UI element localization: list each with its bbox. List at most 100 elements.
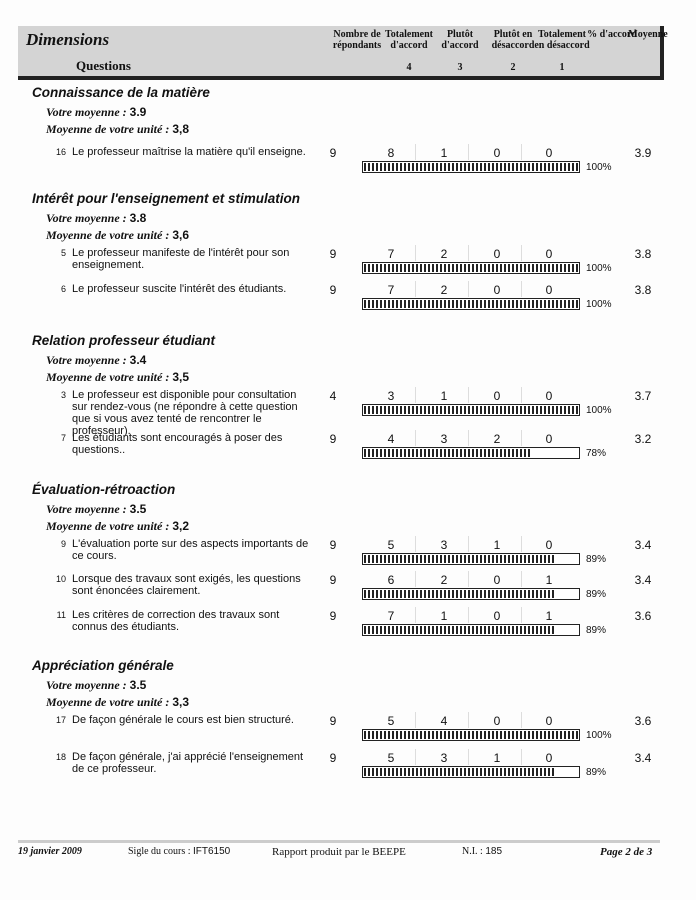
agreement-percent: 100% (586, 263, 612, 274)
agreement-percent: 89% (586, 625, 607, 636)
agreement-bar-fill (364, 626, 555, 634)
moyenne-unite-label: Moyenne de votre unité : (46, 370, 170, 384)
column-divider (415, 387, 416, 403)
question-text: De façon générale le cours est bien stru… (72, 714, 294, 726)
count-c2: 0 (493, 714, 501, 728)
column-header: Totalement d'accord (385, 29, 433, 51)
count-resp: 9 (329, 146, 337, 160)
votre-moyenne-label: Votre moyenne : (46, 105, 127, 119)
moyenne-unite-label: Moyenne de votre unité : (46, 228, 170, 242)
agreement-bar (362, 298, 580, 310)
votre-moyenne: Votre moyenne : 3.5 (46, 502, 146, 517)
agreement-bar (362, 404, 580, 416)
footer-date: 19 janvier 2009 (18, 846, 82, 857)
moyenne-unite-label: Moyenne de votre unité : (46, 519, 170, 533)
agreement-percent: 100% (586, 405, 612, 416)
count-c1: 0 (545, 247, 553, 261)
question-text: De façon générale, j'ai apprécié l'ensei… (72, 751, 304, 775)
column-header: Totalement en désaccord (534, 29, 590, 51)
count-c1: 0 (545, 751, 553, 765)
count-resp: 9 (329, 751, 337, 765)
count-mean: 3.4 (634, 573, 652, 587)
count-mean: 3.7 (634, 389, 652, 403)
column-header: Plutôt en désaccord (491, 29, 535, 51)
moyenne-unite: Moyenne de votre unité : 3,3 (46, 695, 189, 710)
moyenne-unite-value: 3,3 (172, 695, 190, 709)
question-text: Le professeur manifeste de l'intérêt pou… (72, 247, 290, 271)
moyenne-unite-value: 3,8 (172, 122, 190, 136)
question-number: 7 (60, 433, 66, 443)
count-c4: 7 (387, 609, 395, 623)
moyenne-unite-label: Moyenne de votre unité : (46, 695, 170, 709)
count-mean: 3.4 (634, 751, 652, 765)
footer-page: Page 2 de 3 (600, 846, 653, 858)
count-c1: 0 (545, 389, 553, 403)
count-resp: 9 (329, 283, 337, 297)
votre-moyenne-value: 3.9 (129, 105, 147, 119)
count-resp: 9 (329, 714, 337, 728)
column-header: Nombre de répondants (332, 29, 382, 51)
moyenne-unite-label: Moyenne de votre unité : (46, 122, 170, 136)
agreement-bar (362, 729, 580, 741)
column-divider (468, 749, 469, 765)
votre-moyenne: Votre moyenne : 3.9 (46, 105, 146, 120)
column-divider (415, 430, 416, 446)
count-c3: 1 (440, 389, 448, 403)
count-c4: 5 (387, 714, 395, 728)
agreement-bar-fill (364, 406, 578, 414)
count-c1: 0 (545, 432, 553, 446)
column-divider (521, 430, 522, 446)
count-c1: 1 (545, 573, 553, 587)
moyenne-unite: Moyenne de votre unité : 3,5 (46, 370, 189, 385)
sigle-label: Sigle du cours : (128, 846, 191, 857)
count-c1: 1 (545, 609, 553, 623)
column-divider (521, 144, 522, 160)
agreement-bar-fill (364, 731, 578, 739)
column-score: 4 (406, 62, 412, 73)
count-resp: 9 (329, 538, 337, 552)
count-c2: 0 (493, 389, 501, 403)
ni-label: N.I. : (462, 846, 483, 857)
question-number: 6 (60, 284, 66, 294)
moyenne-unite: Moyenne de votre unité : 3,2 (46, 519, 189, 534)
moyenne-unite: Moyenne de votre unité : 3,6 (46, 228, 189, 243)
agreement-percent: 89% (586, 589, 607, 600)
column-divider (468, 245, 469, 261)
column-divider (468, 571, 469, 587)
column-divider (415, 607, 416, 623)
moyenne-unite: Moyenne de votre unité : 3,8 (46, 122, 189, 137)
section-title: Évaluation-rétroaction (32, 482, 176, 497)
count-c3: 1 (440, 146, 448, 160)
count-resp: 4 (329, 389, 337, 403)
agreement-bar-fill (364, 449, 531, 457)
question-text: Les étudiants sont encouragés à poser de… (72, 432, 283, 456)
column-divider (521, 607, 522, 623)
count-c2: 0 (493, 573, 501, 587)
agreement-bar-fill (364, 264, 578, 272)
question-number: 10 (55, 574, 66, 584)
agreement-bar-fill (364, 300, 578, 308)
footer-sigle: Sigle du cours : IFT6150 (128, 846, 230, 857)
count-mean: 3.8 (634, 283, 652, 297)
question-text: Le professeur est disponible pour consul… (72, 389, 298, 437)
table-header: Dimensions Questions Nombre de répondant… (18, 26, 668, 80)
count-c3: 2 (440, 247, 448, 261)
count-c3: 2 (440, 573, 448, 587)
count-c1: 0 (545, 283, 553, 297)
column-divider (415, 749, 416, 765)
footer-divider (18, 840, 660, 843)
agreement-percent: 100% (586, 730, 612, 741)
column-divider (468, 712, 469, 728)
column-divider (468, 144, 469, 160)
agreement-bar (362, 588, 580, 600)
column-divider (521, 571, 522, 587)
count-c4: 8 (387, 146, 395, 160)
votre-moyenne: Votre moyenne : 3.4 (46, 353, 146, 368)
column-divider (415, 245, 416, 261)
count-c2: 1 (493, 751, 501, 765)
column-divider (415, 712, 416, 728)
count-c1: 0 (545, 146, 553, 160)
moyenne-unite-value: 3,2 (172, 519, 190, 533)
agreement-bar (362, 624, 580, 636)
